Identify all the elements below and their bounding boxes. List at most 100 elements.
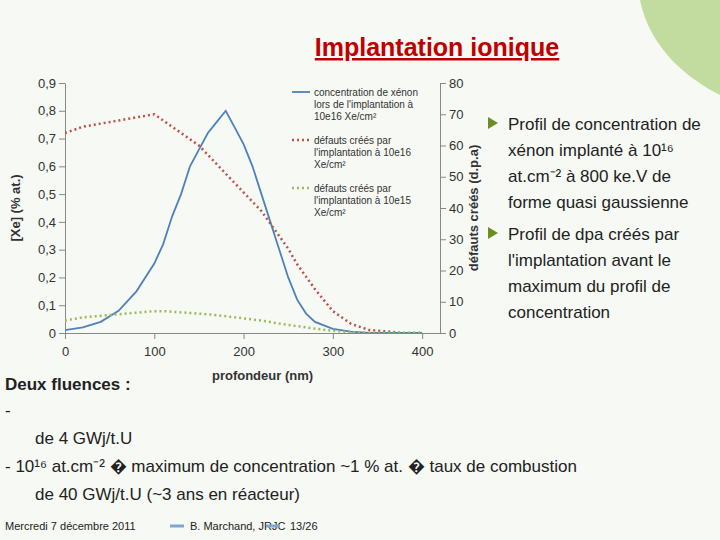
tick-mark: [59, 139, 65, 140]
tick: 0,8: [38, 103, 65, 118]
tick: 0,2: [38, 270, 65, 285]
tick: 200: [233, 333, 255, 359]
axis-line: [65, 84, 66, 334]
tick: 0,1: [38, 298, 65, 313]
tick-mark: [440, 208, 446, 209]
bullet-marker: [488, 227, 498, 239]
tick-mark: [440, 146, 446, 147]
tick-label: 0,5: [38, 187, 56, 202]
tick-label: 80: [449, 76, 463, 91]
slide: Implantation ionique010020030040000,10,2…: [0, 0, 720, 540]
bullet-text: Profil de concentration dexénon implanté…: [508, 115, 701, 212]
tick-mark: [440, 302, 446, 303]
tick: 0,3: [38, 242, 65, 257]
tick: 50: [440, 169, 463, 184]
tick: 40: [440, 201, 463, 216]
tick-label: 0: [62, 344, 69, 359]
axis: 0 10 20 30 40 50 60 70 80: [440, 76, 463, 341]
separator: [266, 525, 280, 528]
tick-mark: [440, 333, 446, 334]
tick-label: 0,4: [38, 215, 56, 230]
background: [0, 0, 720, 540]
annotation: de 4 GWj/t.U: [35, 429, 132, 448]
tick-label: 0,1: [38, 298, 56, 313]
decoration: [640, 0, 720, 95]
tick: 0,4: [38, 215, 65, 230]
tick-mark: [440, 177, 446, 178]
tick-label: 200: [233, 344, 255, 359]
axis-title: [Xe] (% at.): [8, 174, 23, 241]
tick-label: 30: [449, 232, 463, 247]
tick-mark: [59, 83, 65, 84]
bullet-marker: [488, 117, 498, 129]
annotation: - 10¹⁶ at.cm⁻² � maximum de concentratio…: [5, 457, 577, 476]
separator: [170, 525, 184, 528]
annotation: B. Marchand, JRJC: [190, 520, 285, 532]
tick-mark: [59, 277, 65, 278]
tick: 100: [144, 333, 166, 359]
legend-label: défauts créés parl'implantation à 10e15X…: [314, 183, 411, 218]
tick: 60: [440, 138, 463, 153]
tick-mark: [65, 333, 66, 339]
tick-label: 40: [449, 201, 463, 216]
tick: 300: [323, 333, 345, 359]
tick-mark: [59, 250, 65, 251]
tick-mark: [59, 166, 65, 167]
axis-title: défauts créés (d.p.a): [466, 145, 481, 271]
tick-label: 50: [449, 169, 463, 184]
tick-label: 0,3: [38, 242, 56, 257]
tick: 30: [440, 232, 463, 247]
tick-mark: [440, 83, 446, 84]
legend-label: concentration de xénonlors de l'implanta…: [314, 87, 418, 122]
tick-label: 0,9: [38, 76, 56, 91]
tick-label: 10: [449, 294, 463, 309]
series-line: [65, 111, 422, 333]
tick-mark: [244, 333, 245, 339]
tick-label: 0,2: [38, 270, 56, 285]
tick-label: 60: [449, 138, 463, 153]
legend-swatch: [292, 139, 310, 142]
axis: 0 100 200 300 400: [62, 333, 441, 359]
tick: 0: [440, 326, 456, 341]
series-line: [65, 114, 422, 333]
legend-swatch: [292, 187, 310, 190]
tick-mark: [59, 305, 65, 306]
tick-label: 300: [323, 344, 345, 359]
axis-title: profondeur (nm): [212, 368, 313, 383]
tick: 0,5: [38, 187, 65, 202]
tick-mark: [59, 333, 65, 334]
tick: 20: [440, 263, 463, 278]
tick: 0,9: [38, 76, 65, 91]
tick-label: 0: [449, 326, 456, 341]
tick-mark: [440, 114, 446, 115]
tick: 0: [49, 326, 65, 341]
series-line: [65, 311, 422, 333]
annotation: -: [5, 401, 11, 420]
tick-mark: [333, 333, 334, 339]
axis: 0 0,1 0,2 0,3 0,4 0,5 0,6 0,7 0,8 0,9: [38, 76, 66, 341]
annotation: 13/26: [290, 520, 318, 532]
tick-mark: [440, 271, 446, 272]
tick-label: 100: [144, 344, 166, 359]
tick: 400: [412, 333, 434, 359]
bullet-text: Profil de dpa créés parl'implantation av…: [508, 225, 679, 322]
tick-label: 20: [449, 263, 463, 278]
tick: 0,7: [38, 131, 65, 146]
plot-lines: [65, 111, 422, 333]
tick-label: 0,7: [38, 131, 56, 146]
legend: concentration de xénonlors de l'implanta…: [292, 87, 418, 218]
tick-label: 0,8: [38, 103, 56, 118]
tick-label: 0,6: [38, 159, 56, 174]
axis-line: [66, 333, 441, 334]
annotation: de 40 GWj/t.U (~3 ans en réacteur): [35, 485, 300, 504]
annotation: Mercredi 7 décembre 2011: [5, 520, 136, 532]
title: Implantation ionique: [315, 33, 560, 61]
tick-mark: [59, 194, 65, 195]
tick-label: 70: [449, 107, 463, 122]
tick-mark: [59, 222, 65, 223]
legend-label: défauts créés parl'implantation à 10e16X…: [314, 135, 411, 170]
tick-label: 0: [49, 326, 56, 341]
tick: 0,6: [38, 159, 65, 174]
annotation: Deux fluences :: [5, 375, 131, 394]
tick: 80: [440, 76, 463, 91]
